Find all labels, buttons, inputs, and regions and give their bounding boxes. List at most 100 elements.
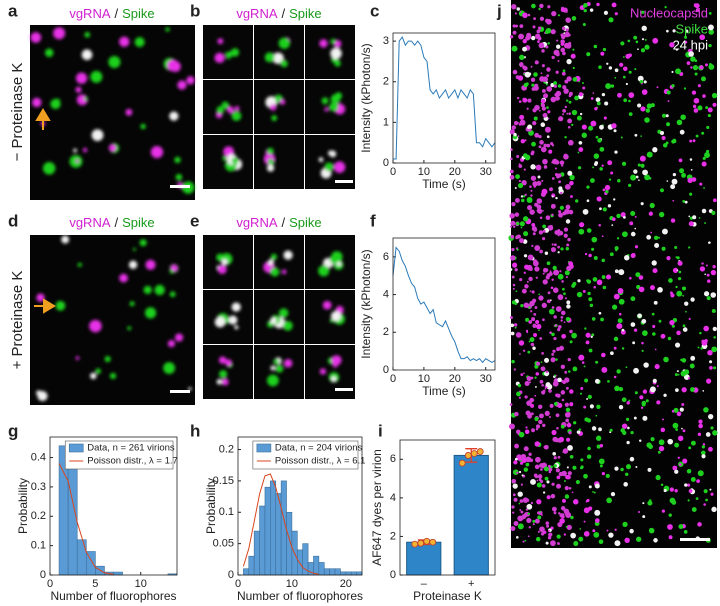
fluorescent-spot: [553, 456, 557, 460]
fluorescent-spot: [598, 427, 602, 432]
fluorescent-spot: [613, 336, 619, 342]
fluorescent-spot: [699, 34, 706, 41]
fluorescent-spot: [556, 347, 561, 352]
fluorescent-spot: [640, 163, 645, 168]
fluorescent-spot: [611, 123, 617, 129]
fluorescent-spot: [605, 83, 612, 90]
fluorescent-spot: [527, 413, 532, 419]
fluorescent-spot: [588, 348, 593, 353]
fluorescent-spot: [652, 324, 656, 329]
fluorescent-spot: [516, 7, 521, 11]
virion-crop: [203, 25, 253, 79]
spots: [322, 300, 345, 325]
fluorescent-spot: [516, 221, 520, 226]
fluorescent-spot: [538, 293, 541, 296]
fluorescent-spot: [270, 253, 278, 261]
fluorescent-spot: [688, 317, 691, 321]
panel-letter: e: [190, 211, 199, 230]
fluorescent-spot: [234, 106, 240, 112]
fluorescent-spot: [522, 349, 526, 352]
fluorescent-spot: [689, 216, 693, 220]
fluorescent-spot: [536, 479, 539, 482]
fluorescent-spot: [577, 166, 582, 170]
fluorescent-spot: [567, 118, 573, 124]
fluorescent-spot: [540, 98, 546, 104]
fluorescent-spot: [620, 467, 624, 472]
fluorescent-spot: [330, 38, 336, 45]
fluorescent-spot: [536, 361, 541, 366]
fluorescent-spot: [561, 71, 566, 76]
fluorescent-spot: [649, 386, 656, 393]
fluorescent-spot: [634, 68, 637, 71]
fluorescent-spot: [566, 524, 572, 531]
fluorescent-spot: [704, 222, 706, 224]
fluorescent-spot: [682, 200, 686, 203]
fluorescent-spot: [653, 12, 655, 15]
fluorescent-spot: [531, 141, 536, 147]
fluorescent-spot: [535, 372, 540, 376]
fluorescent-spot: [523, 153, 528, 158]
fluorescent-spot: [672, 29, 676, 33]
fluorescent-spot: [628, 183, 632, 187]
fluorescent-spot: [567, 125, 571, 129]
fluorescent-spot: [530, 310, 533, 313]
fluorescent-spot: [564, 270, 570, 276]
fluorescent-spot: [683, 87, 687, 90]
fluorescent-spot: [689, 139, 693, 143]
fluorescent-spot: [660, 483, 664, 486]
fluorescent-spot: [540, 468, 543, 471]
legend-label: Data, n = 261 virions: [87, 443, 175, 454]
fluorescent-spot: [629, 528, 634, 534]
fluorescent-spot: [620, 212, 626, 218]
fluorescent-spot: [674, 469, 679, 474]
fluorescent-spot: [655, 474, 661, 481]
fluorescent-spot: [542, 491, 546, 494]
fluorescent-spot: [699, 331, 702, 335]
fluorescent-spot: [177, 80, 187, 90]
legend-label: Data, n = 204 virions: [275, 443, 363, 454]
fluorescent-spot: [555, 90, 562, 97]
fluorescent-spot: [630, 231, 636, 237]
fluorescent-spot: [523, 66, 528, 71]
fluorescent-spot: [693, 3, 698, 8]
fluorescent-spot: [523, 231, 529, 237]
fluorescent-spot: [564, 411, 571, 418]
fluorescent-spot: [517, 135, 520, 137]
fluorescent-spot: [538, 145, 542, 149]
fluorescent-spot: [667, 524, 673, 530]
fluorescent-spot: [509, 35, 514, 39]
fluorescent-spot: [535, 276, 538, 279]
fluorescent-spot: [545, 18, 550, 24]
fluorescent-spot: [537, 530, 540, 533]
fluorescent-spot: [537, 404, 543, 410]
fluorescent-spot: [542, 224, 547, 229]
fluorescent-spot: [528, 381, 531, 384]
fluorescent-spot: [527, 350, 531, 354]
fluorescent-spot: [518, 502, 521, 505]
fluorescent-spot: [666, 180, 669, 182]
fluorescent-spot: [699, 266, 706, 272]
fluorescent-spot: [549, 331, 552, 335]
fluorescent-spot: [642, 502, 645, 505]
fluorescent-spot: [544, 387, 547, 390]
fluorescent-spot: [541, 352, 544, 355]
x-tick-label: –: [421, 578, 428, 590]
fluorescent-spot: [684, 200, 688, 204]
fluorescent-spot: [557, 541, 559, 544]
fluorescent-spot: [548, 532, 553, 537]
fluorescent-spot: [527, 13, 531, 17]
fluorescent-spot: [593, 285, 597, 289]
fluorescent-spot: [654, 348, 657, 351]
fluorescent-spot: [657, 236, 660, 239]
fluorescent-spot: [648, 211, 653, 216]
fluorescent-spot: [713, 336, 716, 339]
fluorescent-spot: [319, 368, 327, 375]
fluorescent-spot: [553, 336, 557, 341]
fluorescent-spot: [551, 195, 554, 198]
fluorescent-spot: [281, 269, 287, 275]
fluorescent-spot: [518, 431, 525, 438]
fluorescent-spot: [607, 380, 610, 383]
fluorescent-spot: [646, 103, 652, 109]
data-point: [417, 539, 425, 547]
fluorescent-spot: [588, 253, 592, 258]
